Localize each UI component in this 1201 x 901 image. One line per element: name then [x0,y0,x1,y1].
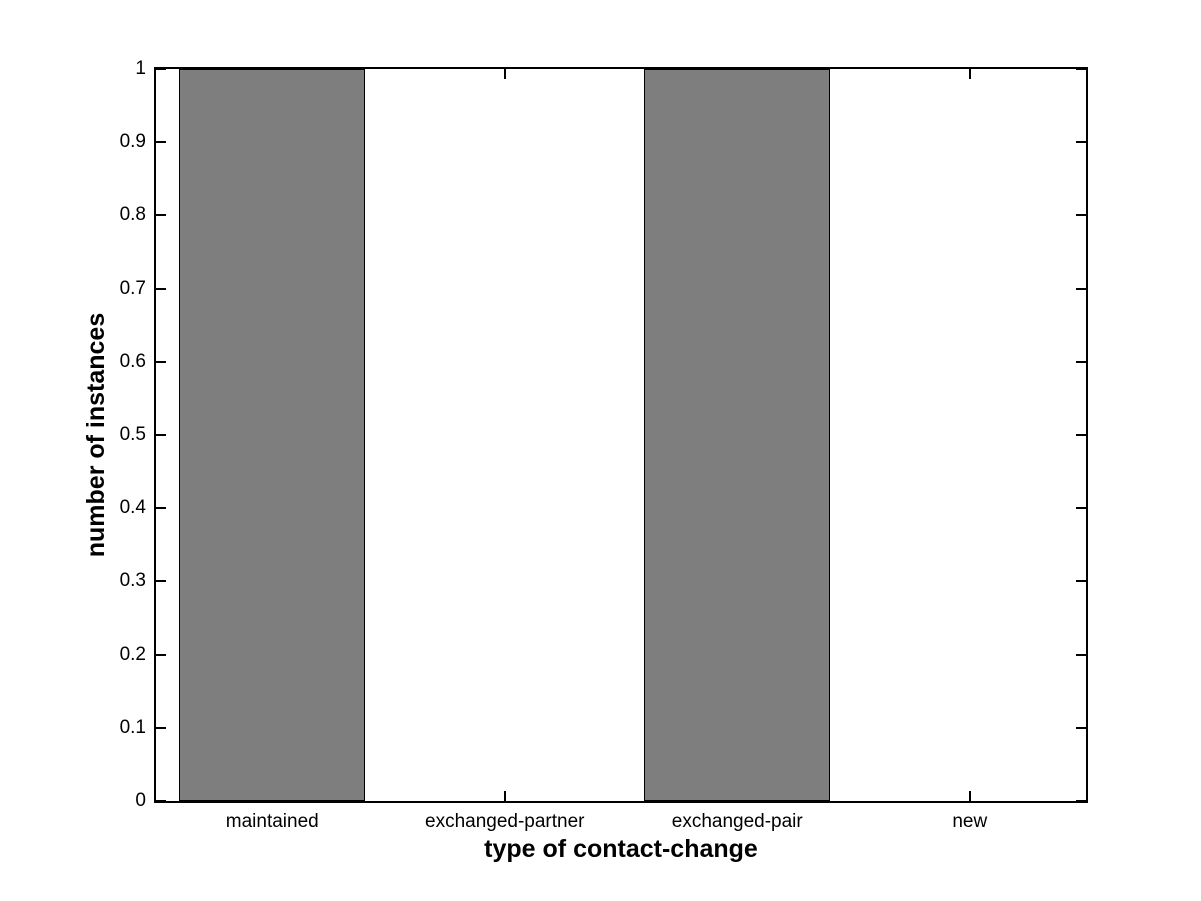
y-tick-mark [156,287,166,290]
y-tick-label: 0.7 [119,277,146,299]
y-tick-mark [1076,726,1086,729]
y-tick-mark [156,68,166,70]
y-tick-mark [1076,141,1086,144]
y-tick-label: 0.2 [119,643,146,665]
y-tick-mark [1076,800,1086,802]
y-tick-mark [156,434,166,436]
x-tick-mark [968,69,971,79]
y-tick-mark [156,653,166,656]
y-tick-mark [156,360,166,363]
bar-exchanged-pair [644,69,831,801]
bar-maintained [179,69,366,801]
y-tick-mark [156,726,166,729]
y-tick-label: 0.1 [119,716,146,738]
y-tick-mark [1076,507,1086,510]
y-tick-label: 0 [135,790,146,811]
y-tick-mark [1076,434,1086,436]
x-tick-mark [968,791,971,801]
y-tick-label: 0.6 [119,350,146,372]
x-tick-mark [503,69,506,79]
y-tick-label: 0.9 [119,131,146,153]
y-tick-mark [156,580,166,583]
y-tick-label: 0.3 [119,570,146,592]
y-tick-label: 0.5 [119,424,146,445]
y-tick-mark [1076,68,1086,70]
y-tick-mark [1076,360,1086,363]
y-tick-mark [1076,214,1086,217]
y-tick-mark [156,214,166,217]
x-tick-label-exchanged-partner: exchanged-partner [425,811,585,832]
y-tick-mark [156,800,166,802]
x-tick-label-exchanged-pair: exchanged-pair [671,811,803,832]
y-tick-mark [156,141,166,144]
plot-area [154,67,1088,803]
x-tick-mark [503,791,506,801]
x-axis-title: type of contact-change [484,835,758,863]
y-tick-mark [1076,653,1086,656]
y-tick-mark [1076,580,1086,583]
y-tick-label: 0.8 [119,204,146,226]
x-tick-label-new: new [952,811,988,832]
y-tick-mark [1076,287,1086,290]
y-tick-label: 0.4 [119,497,146,519]
x-tick-label-maintained: maintained [225,811,319,832]
y-tick-mark [156,507,166,510]
y-tick-label: 1 [135,58,146,79]
